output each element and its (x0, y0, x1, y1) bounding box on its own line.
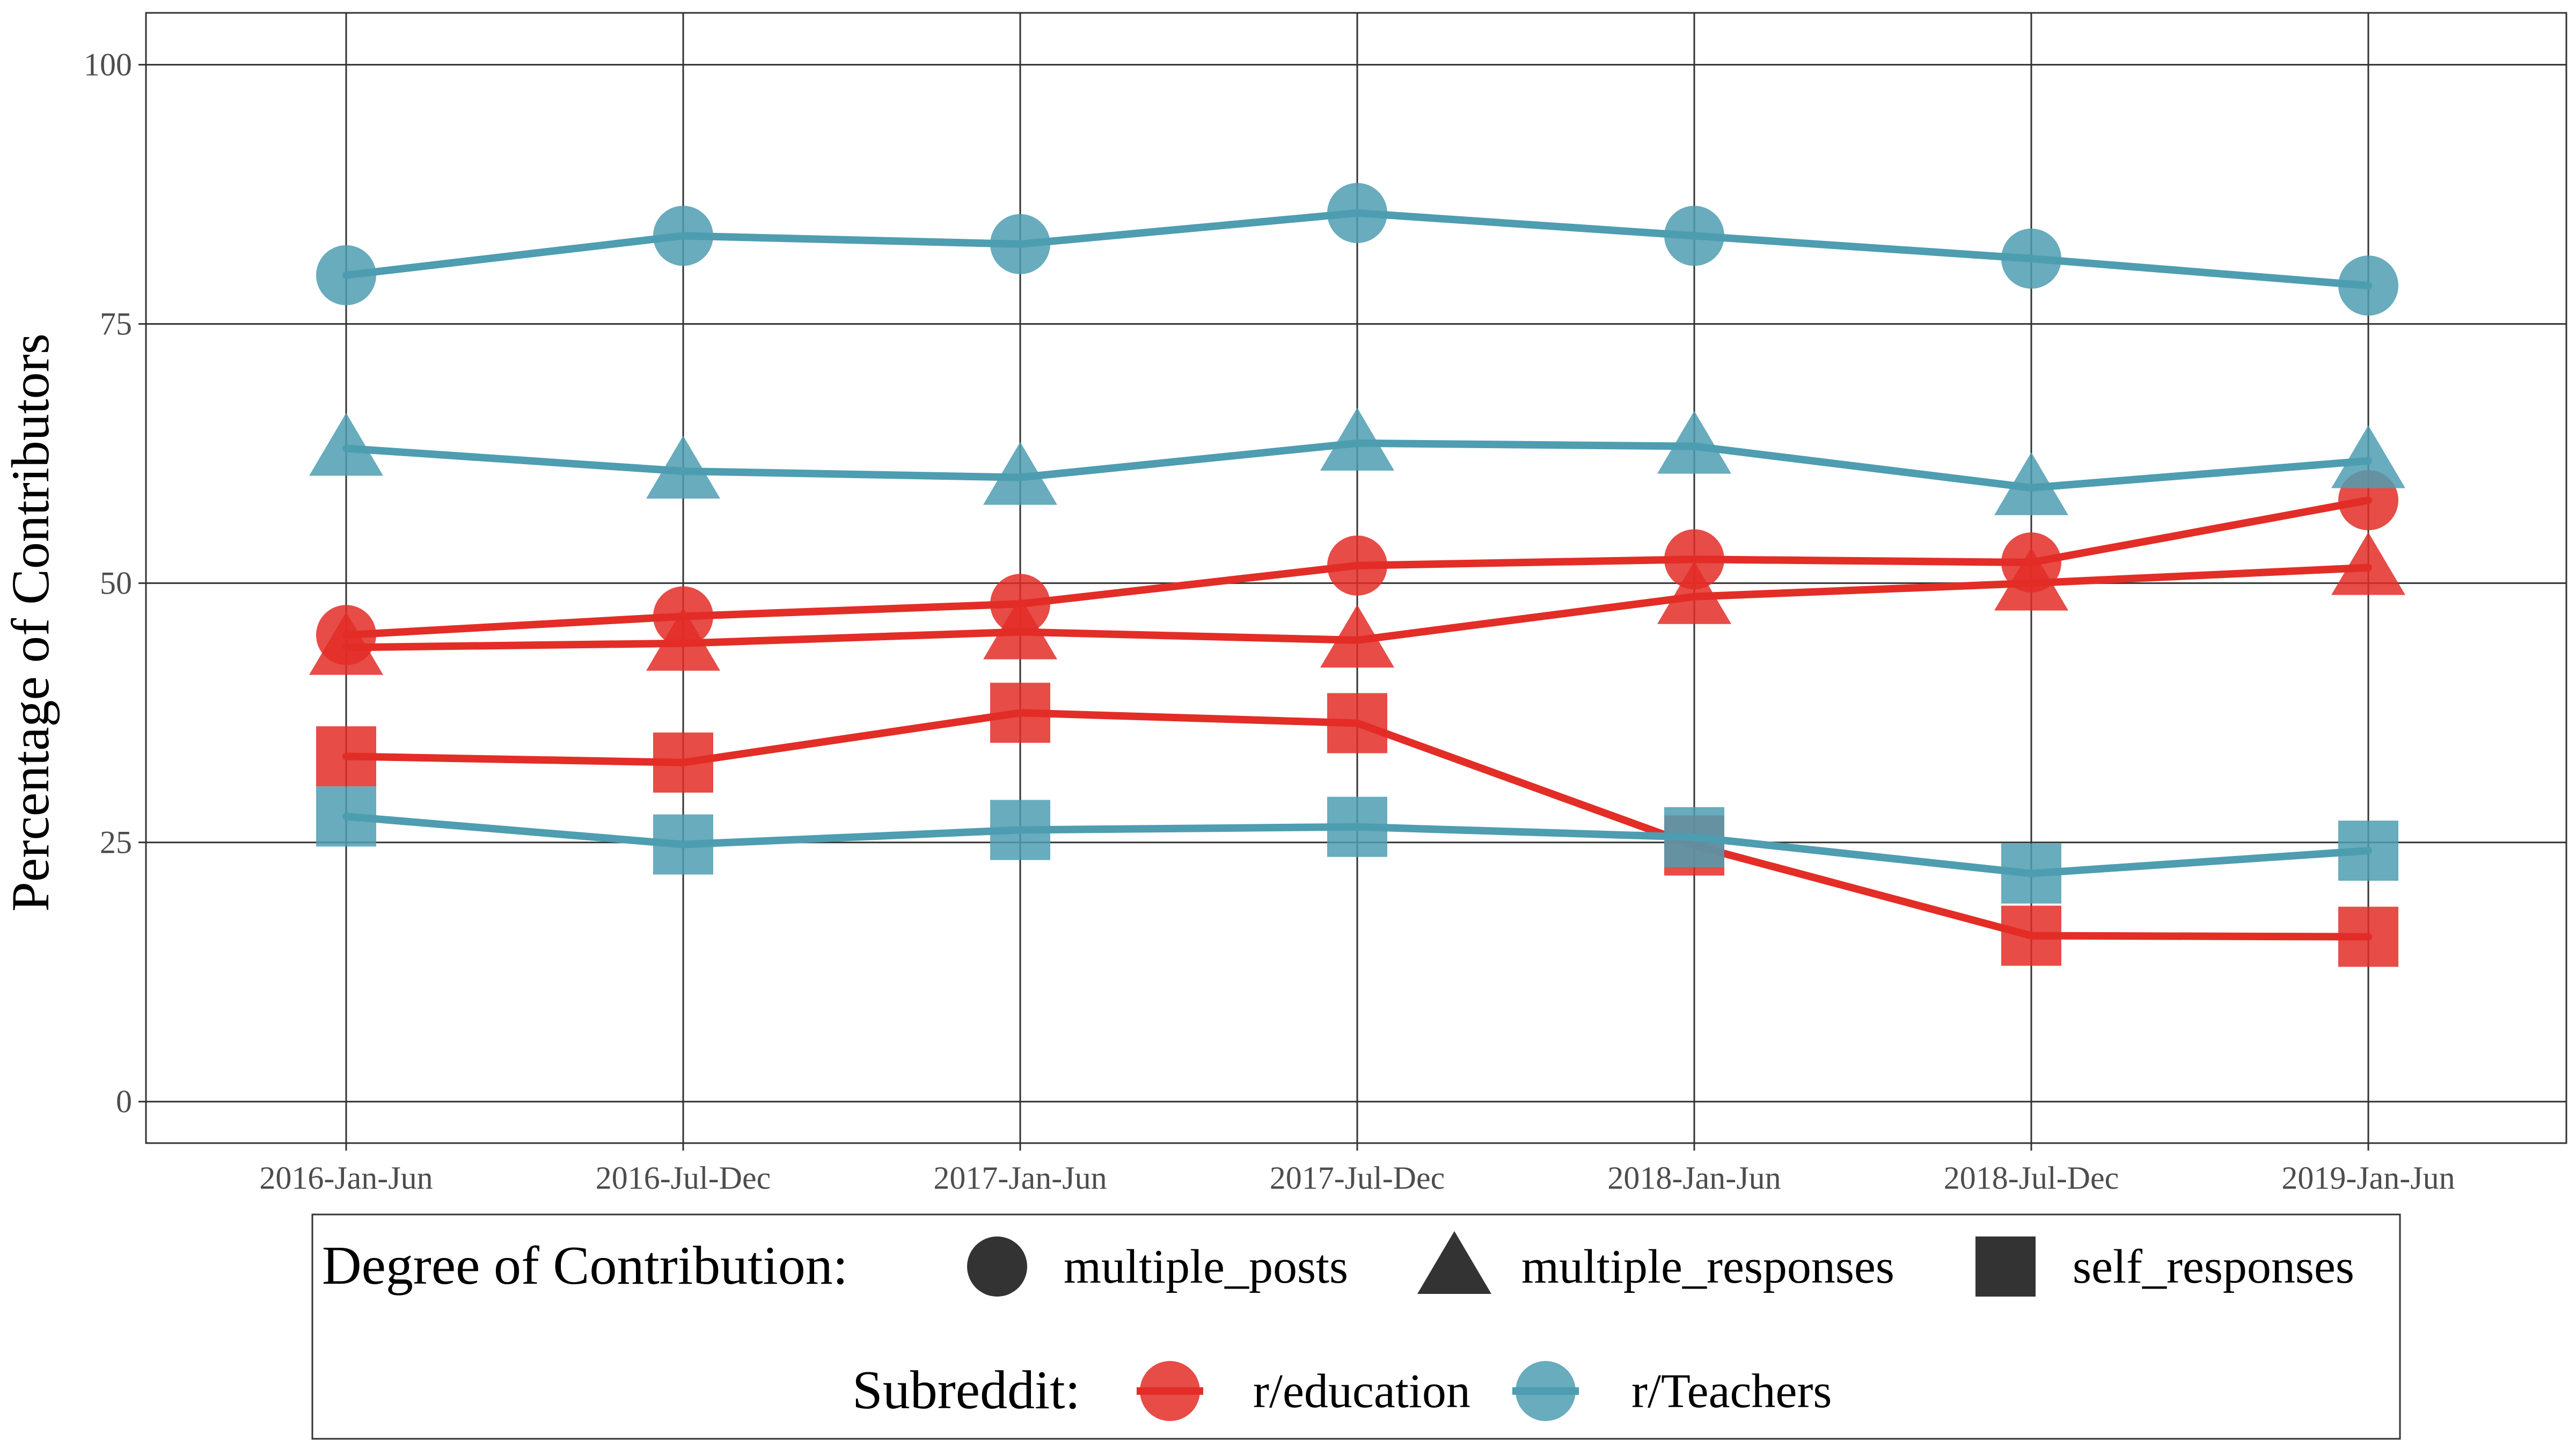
legend-box (311, 1213, 2401, 1440)
legend-key-self-responses (1975, 1236, 2036, 1297)
data-point (316, 726, 376, 787)
legend-color-title: Subreddit: (852, 1360, 1080, 1421)
data-point (1320, 604, 1394, 668)
data-point (1657, 411, 1731, 474)
data-point (2001, 228, 2061, 289)
data-point (983, 442, 1057, 505)
data-point (653, 814, 713, 875)
data-point (990, 800, 1050, 860)
grid (146, 13, 2566, 1143)
x-tick-label: 2016-Jan-Jun (259, 1160, 433, 1196)
data-point (653, 206, 713, 266)
data-point (1994, 452, 2068, 515)
data-point (1327, 535, 1387, 596)
data-point (1664, 529, 1724, 590)
legend-label: multiple_responses (1521, 1240, 1894, 1293)
y-axis-title: Percentage of Contributors (1, 333, 60, 912)
data-point (990, 214, 1050, 274)
y-tick-label: 75 (100, 306, 132, 342)
data-point (653, 732, 713, 793)
data-point (1327, 182, 1387, 243)
y-tick-label: 50 (100, 566, 132, 601)
data-point (990, 683, 1050, 743)
legend-key-multiple-responses (1417, 1231, 1491, 1294)
y-tick-label: 0 (116, 1084, 132, 1119)
data-point (2001, 905, 2061, 966)
x-tick-label: 2017-Jan-Jun (933, 1160, 1107, 1196)
data-point (2001, 843, 2061, 904)
series (309, 182, 2405, 967)
data-point (309, 413, 383, 476)
data-point (646, 608, 720, 671)
x-tick-label: 2018-Jul-Dec (1944, 1160, 2119, 1196)
data-point (2338, 821, 2398, 881)
y-tick-label: 25 (100, 825, 132, 860)
data-point (2338, 906, 2398, 967)
data-point (316, 786, 376, 847)
legend-label: self_responses (2073, 1240, 2354, 1293)
data-point (1327, 796, 1387, 857)
data-point (2331, 425, 2405, 488)
y-axis: 0 25 50 75 100 (84, 47, 146, 1119)
data-point (316, 245, 376, 305)
series-reducation-multiple-responses (309, 532, 2405, 675)
data-point (1327, 693, 1387, 753)
data-point (1657, 561, 1731, 624)
series-rteachers-multiple-posts (316, 182, 2398, 316)
legend-shape-title: Degree of Contribution: (322, 1235, 848, 1296)
plot-panel (145, 12, 2567, 1144)
series-rteachers-self-responses (316, 786, 2398, 904)
data-point (1320, 407, 1394, 471)
legend-label: r/education (1253, 1365, 1470, 1418)
legend-label: r/Teachers (1631, 1365, 1832, 1418)
x-tick-label: 2019-Jan-Jun (2281, 1160, 2455, 1196)
legend: Degree of Contribution: multiple_posts mul… (322, 1231, 2354, 1421)
x-tick-label: 2016-Jul-Dec (596, 1160, 771, 1196)
x-tick-label: 2018-Jan-Jun (1607, 1160, 1781, 1196)
data-point (2338, 255, 2398, 316)
data-point (1664, 206, 1724, 266)
legend-key-multiple-posts (967, 1236, 1027, 1297)
data-point (1994, 547, 2068, 611)
data-point (1664, 807, 1724, 868)
legend-label: multiple_posts (1064, 1240, 1348, 1293)
series-rteachers-multiple-responses (309, 407, 2405, 515)
x-tick-label: 2017-Jul-Dec (1270, 1160, 1445, 1196)
x-axis: 2016-Jan-Jun 2016-Jul-Dec 2017-Jan-Jun 2017… (259, 1143, 2455, 1196)
data-point (646, 435, 720, 499)
data-point (309, 612, 383, 675)
data-point (983, 596, 1057, 660)
y-tick-label: 100 (84, 47, 132, 83)
data-point (2331, 532, 2405, 595)
